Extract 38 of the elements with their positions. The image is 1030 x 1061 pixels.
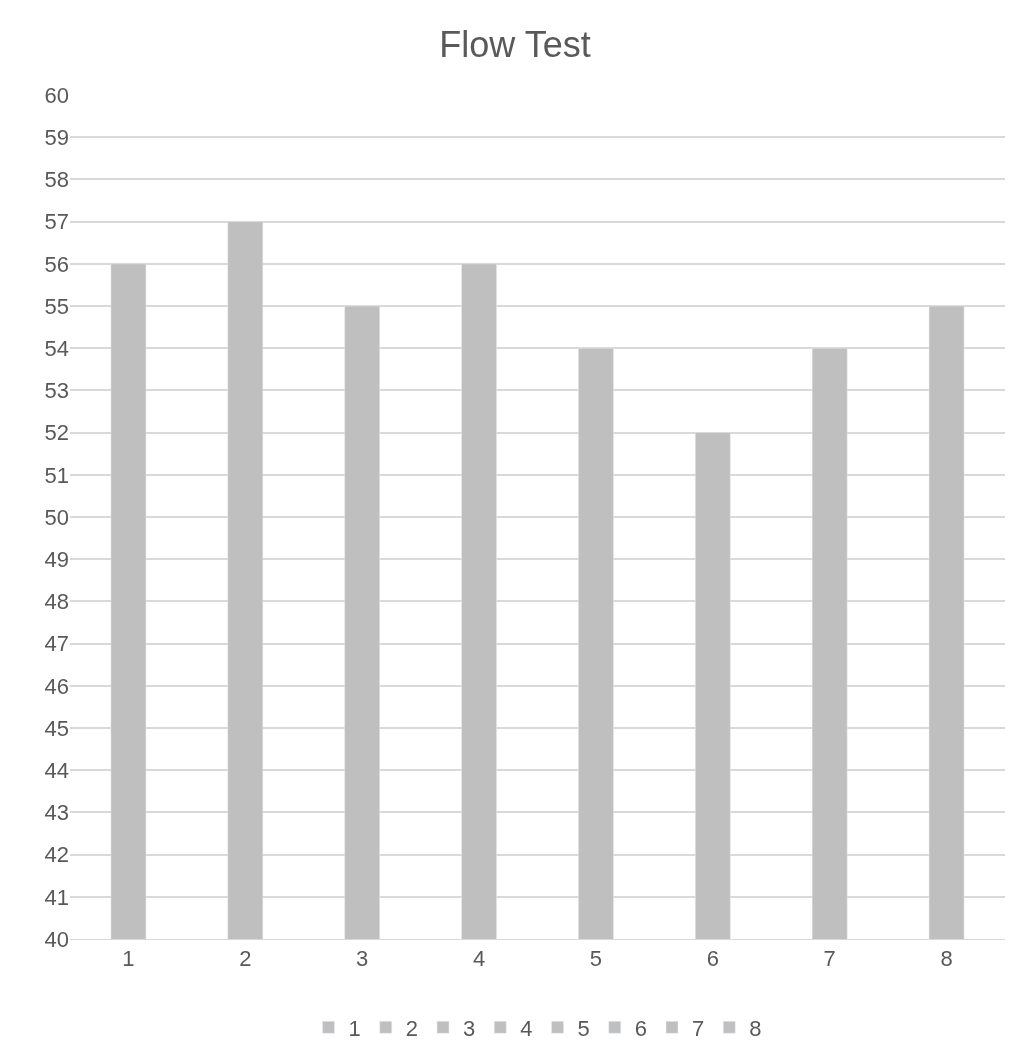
y-tick-label: 59 [44,124,69,150]
legend-label: 4 [520,1015,533,1041]
y-tick-label: 46 [44,673,69,699]
y-tick-label: 41 [44,884,69,910]
y-tick-label: 51 [44,462,69,488]
legend-label: 3 [463,1015,476,1041]
y-tick-label: 48 [44,589,69,615]
y-tick-label: 55 [44,293,69,319]
y-tick-label: 43 [44,800,69,826]
legend-label: 2 [405,1015,418,1041]
y-tick-label: 58 [44,167,69,193]
y-tick-label: 44 [44,757,69,783]
y-tick-label: 60 [44,82,69,108]
legend-label: 1 [348,1015,361,1041]
y-tick-label: 54 [44,335,69,361]
y-tick-label: 52 [44,420,69,446]
legend-label: 6 [634,1015,647,1041]
y-tick-label: 45 [44,715,69,741]
y-tick-label: 50 [44,504,69,530]
x-tick-label: 8 [940,946,953,972]
x-tick-label: 5 [589,946,603,972]
x-tick-label: 6 [706,946,719,972]
y-tick-label: 53 [44,378,69,404]
x-tick-label: 3 [356,946,369,972]
x-tick-label: 4 [472,946,486,972]
y-tick-label: 56 [44,251,69,277]
y-tick-label: 40 [44,926,69,952]
y-tick-label: 42 [44,842,69,868]
x-tick-label: 2 [239,946,252,972]
legend-label: 5 [577,1015,590,1041]
y-tick-label: 49 [44,546,69,572]
y-tick-label: 47 [44,631,69,657]
legend-label: 7 [692,1015,705,1041]
chart-title: Flow Test [439,24,591,66]
x-tick-label: 7 [823,946,836,972]
y-tick-label: 57 [44,209,69,235]
legend-label: 8 [749,1015,762,1041]
x-tick-label: 1 [122,946,135,972]
